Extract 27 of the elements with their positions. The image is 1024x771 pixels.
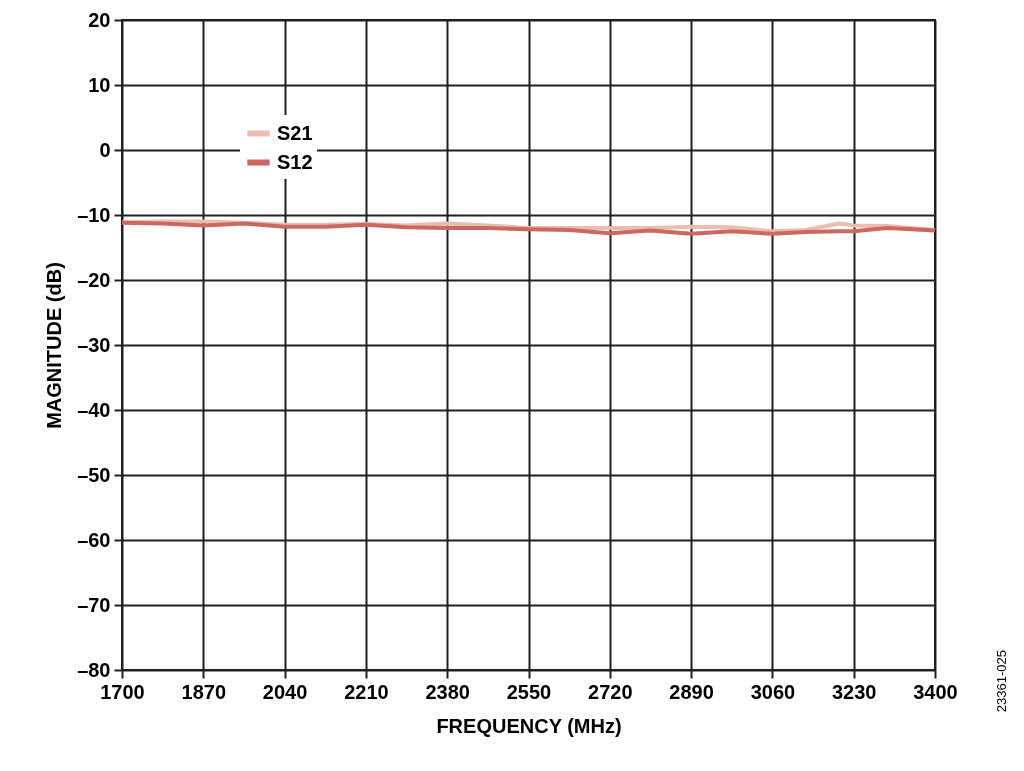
- y-tick-label: –10: [77, 203, 111, 226]
- x-tick-label: 1700: [100, 680, 145, 703]
- y-tick-label: –20: [77, 268, 111, 291]
- x-tick-label: 2210: [344, 680, 389, 703]
- y-tick-label: –40: [77, 398, 111, 421]
- x-tick-label: 2720: [588, 680, 633, 703]
- y-tick-label: –30: [77, 333, 111, 356]
- y-tick-label: –80: [77, 658, 111, 681]
- legend-label: S21: [277, 121, 313, 144]
- y-axis-title: MAGNITUDE (dB): [43, 262, 66, 429]
- x-tick-label: 2380: [425, 680, 470, 703]
- x-tick-label: 2550: [506, 680, 552, 703]
- y-tick-label: –50: [77, 463, 111, 486]
- x-tick-label: 3060: [750, 680, 796, 703]
- y-tick-label: 20: [88, 8, 111, 31]
- y-tick-label: 0: [99, 138, 111, 161]
- x-tick-label: 1870: [181, 680, 227, 703]
- text: 23361-025: [994, 650, 1009, 713]
- x-tick-label: 2040: [262, 680, 308, 703]
- y-tick-label: 10: [88, 73, 111, 96]
- y-tick-label: –70: [77, 593, 111, 616]
- x-tick-label: 3400: [913, 680, 958, 703]
- x-tick-label: 2890: [669, 680, 714, 703]
- y-tick-label: –60: [77, 528, 111, 551]
- x-tick-label: 3230: [831, 680, 877, 703]
- legend-label: S12: [277, 150, 313, 173]
- x-axis-title: FREQUENCY (MHz): [436, 714, 622, 737]
